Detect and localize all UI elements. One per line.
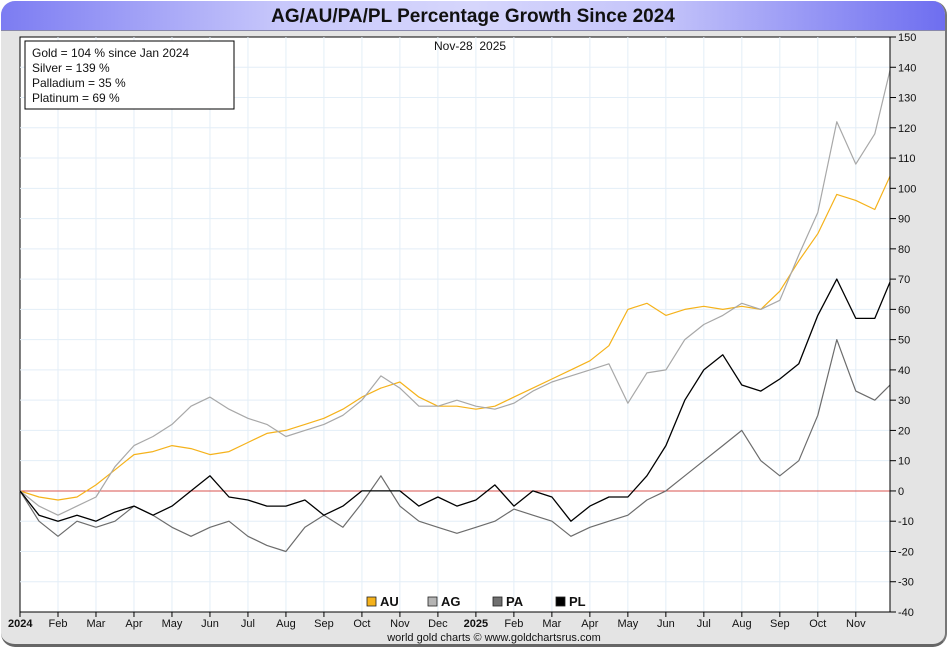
x-tick-label: May bbox=[617, 618, 638, 630]
x-tick-label: Dec bbox=[428, 618, 448, 630]
y-tick-label: -20 bbox=[898, 546, 914, 558]
stats-palladium: Palladium = 35 % bbox=[32, 76, 126, 90]
y-tick-label: 150 bbox=[898, 32, 916, 44]
series-line-pl bbox=[19, 278, 891, 522]
stats-box bbox=[24, 40, 235, 110]
y-tick-label: 30 bbox=[898, 395, 910, 407]
x-tick-label: Oct bbox=[353, 618, 370, 630]
x-tick-label: Jul bbox=[697, 618, 711, 630]
y-tick-label: 40 bbox=[898, 365, 910, 377]
y-tick-label: 10 bbox=[898, 456, 910, 468]
x-tick-label: Apr bbox=[125, 618, 142, 630]
y-axis: 1501401301201101009080706050403020100-10… bbox=[889, 32, 916, 619]
x-tick-label: Nov bbox=[846, 618, 866, 630]
y-tick-label: 120 bbox=[898, 123, 916, 135]
x-tick-label: Feb bbox=[49, 618, 68, 630]
y-tick-label: 140 bbox=[898, 62, 916, 74]
footer-credit: world gold charts © www.goldchartsrus.co… bbox=[386, 632, 601, 644]
legend-label-au: AU bbox=[380, 594, 399, 609]
x-tick-label: Mar bbox=[87, 618, 106, 630]
date-label: Nov-28 2025 bbox=[434, 39, 506, 53]
y-tick-label: 80 bbox=[898, 244, 910, 256]
y-tick-label: 110 bbox=[898, 153, 916, 165]
y-tick-label: 0 bbox=[898, 486, 904, 498]
x-tick-label: Sep bbox=[770, 618, 790, 630]
x-tick-label: Jun bbox=[201, 618, 219, 630]
legend-label-pl: PL bbox=[569, 594, 586, 609]
x-tick-label: Aug bbox=[276, 618, 296, 630]
legend-swatch-pa bbox=[492, 596, 503, 607]
legend-label-pa: PA bbox=[506, 594, 524, 609]
x-tick-label: Feb bbox=[504, 618, 523, 630]
x-tick-label: 2025 bbox=[464, 618, 488, 630]
legend: AU AG PA PL bbox=[366, 594, 586, 609]
y-tick-label: -40 bbox=[898, 607, 914, 619]
x-tick-label: Mar bbox=[542, 618, 561, 630]
y-tick-label: -30 bbox=[898, 577, 914, 589]
x-tick-label: May bbox=[162, 618, 183, 630]
title-bar: AG/AU/PA/PL Percentage Growth Since 2024 bbox=[1, 1, 945, 31]
legend-swatch-au bbox=[366, 596, 377, 607]
y-tick-label: 60 bbox=[898, 304, 910, 316]
x-tick-label: Jul bbox=[241, 618, 255, 630]
series-line-ag bbox=[19, 70, 891, 516]
y-tick-label: -10 bbox=[898, 516, 914, 528]
stats-platinum: Platinum = 69 % bbox=[32, 91, 120, 105]
x-tick-label: Apr bbox=[581, 618, 598, 630]
chart-title: AG/AU/PA/PL Percentage Growth Since 2024 bbox=[271, 6, 675, 27]
series-line-pa bbox=[19, 339, 891, 553]
x-tick-label: Sep bbox=[314, 618, 334, 630]
y-tick-label: 90 bbox=[898, 214, 910, 226]
y-tick-label: 50 bbox=[898, 335, 910, 347]
plot-area bbox=[19, 36, 891, 613]
legend-swatch-pl bbox=[555, 596, 566, 607]
x-axis: 2024 Feb Mar Apr May Jun Jul Aug Sep Oct Nov Dec 202… bbox=[8, 611, 890, 630]
series-group bbox=[19, 70, 891, 553]
y-tick-label: 20 bbox=[898, 425, 910, 437]
stats-silver: Silver = 139 % bbox=[32, 61, 110, 75]
x-tick-label: Jun bbox=[657, 618, 675, 630]
y-tick-label: 130 bbox=[898, 93, 916, 105]
x-tick-label: Nov bbox=[390, 618, 410, 630]
x-tick-label: Aug bbox=[732, 618, 752, 630]
y-tick-label: 100 bbox=[898, 183, 916, 195]
stats-gold: Gold = 104 % since Jan 2024 bbox=[32, 46, 189, 60]
x-tick-label: 2024 bbox=[8, 618, 33, 630]
x-tick-label: Oct bbox=[809, 618, 826, 630]
legend-label-ag: AG bbox=[441, 594, 461, 609]
series-line-au bbox=[19, 175, 891, 501]
legend-swatch-ag bbox=[427, 596, 438, 607]
y-tick-label: 70 bbox=[898, 274, 910, 286]
